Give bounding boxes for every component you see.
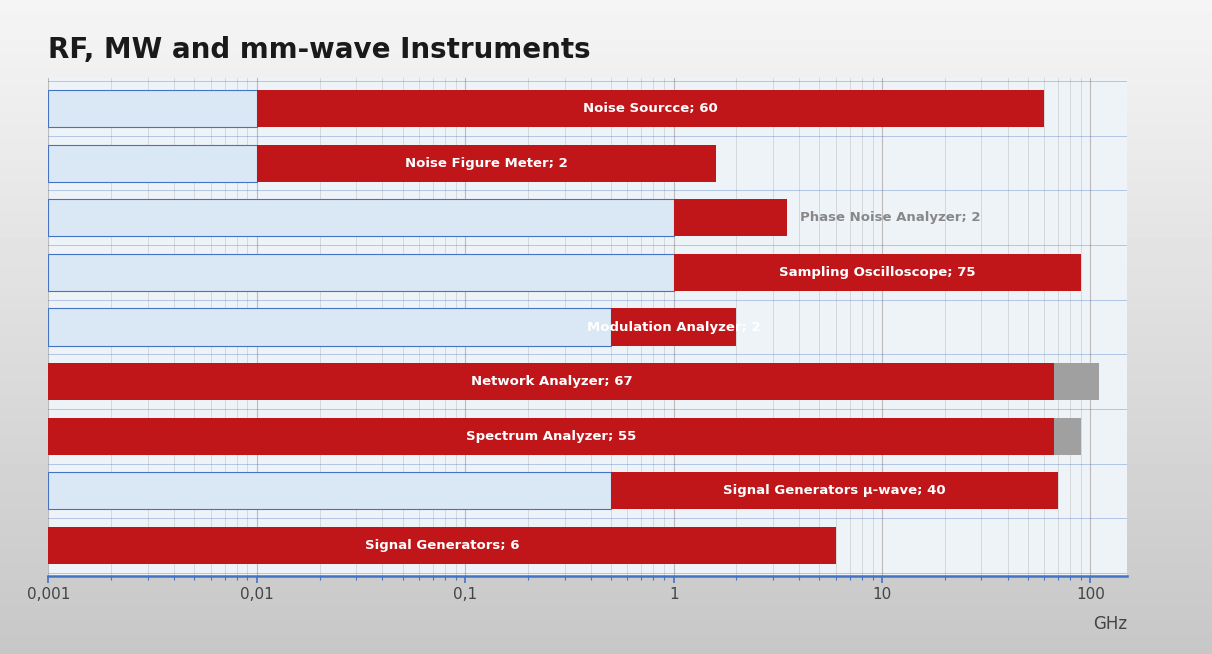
Bar [48,90,257,127]
Bar [48,363,1054,400]
Bar [48,254,674,291]
Text: Modulation Analyzer; 2: Modulation Analyzer; 2 [587,320,760,334]
Text: Noise Figure Meter; 2: Noise Figure Meter; 2 [405,157,568,169]
Bar [674,254,1081,291]
Text: GHz: GHz [1093,615,1127,633]
Bar [257,145,716,182]
Bar [1054,363,1099,400]
Bar [48,418,1054,455]
Text: Phase Noise Analyzer; 2: Phase Noise Analyzer; 2 [800,211,981,224]
Bar [48,145,257,182]
Text: RF, MW and mm-wave Instruments: RF, MW and mm-wave Instruments [48,36,591,63]
Text: Signal Generators μ-wave; 40: Signal Generators μ-wave; 40 [724,485,945,497]
Bar [257,90,1045,127]
Bar [611,472,1058,509]
Bar [611,309,737,345]
Bar [48,199,674,236]
Bar [674,199,787,236]
Text: Noise Sourcce; 60: Noise Sourcce; 60 [583,102,718,115]
Text: Signal Generators; 6: Signal Generators; 6 [365,539,520,552]
Text: Network Analyzer; 67: Network Analyzer; 67 [470,375,633,388]
Text: Sampling Oscilloscope; 75: Sampling Oscilloscope; 75 [779,266,976,279]
Bar [48,527,836,564]
Bar [1054,418,1081,455]
Bar [48,309,611,345]
Text: Spectrum Analyzer; 55: Spectrum Analyzer; 55 [467,430,636,443]
Bar [48,472,611,509]
